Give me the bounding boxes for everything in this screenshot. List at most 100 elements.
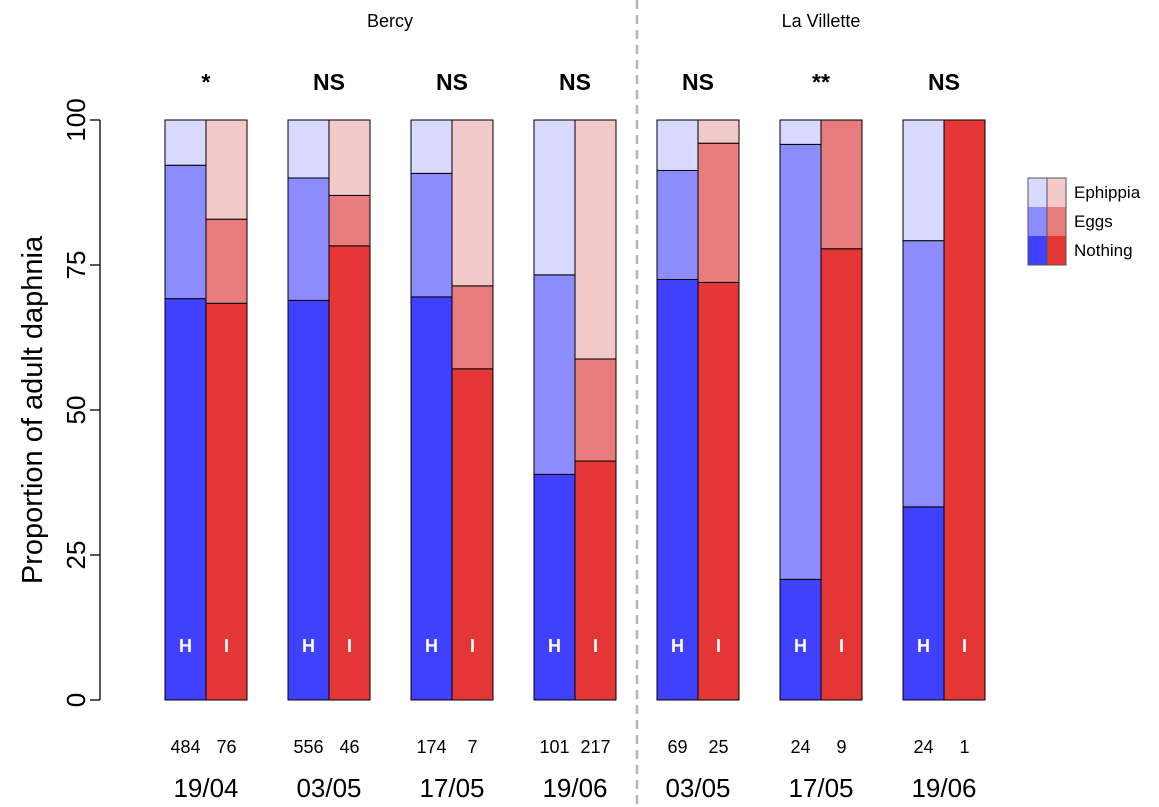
- sample-size-label: 174: [416, 737, 446, 757]
- bar-segment-ephippia: [164, 119, 207, 166]
- treatment-label: I: [224, 636, 229, 656]
- sample-size-label: 46: [339, 737, 359, 757]
- date-label: 17/05: [419, 773, 484, 803]
- sample-size-label: 1: [959, 737, 969, 757]
- y-tick-label: 100: [61, 98, 91, 141]
- y-tick-label: 50: [61, 396, 91, 425]
- bar-segment-nothing: [287, 299, 330, 701]
- bar-segment-eggs: [656, 169, 699, 281]
- bar-segment-nothing: [779, 578, 822, 701]
- legend-label: Ephippia: [1074, 183, 1141, 202]
- bar-segment-eggs: [533, 274, 576, 475]
- bar-segment-ephippia: [205, 119, 248, 220]
- legend-swatch-h: [1028, 178, 1047, 207]
- bar-segment-nothing: [164, 298, 207, 701]
- bar-segment-eggs: [451, 285, 494, 370]
- legend-swatch-h: [1028, 236, 1047, 265]
- y-axis-title: Proportion of adult daphnia: [17, 235, 49, 584]
- treatment-label: I: [470, 636, 475, 656]
- bar-segment-nothing: [820, 248, 863, 701]
- treatment-label: H: [179, 636, 192, 656]
- significance-label: **: [812, 69, 830, 95]
- labels: Bercy La Villette * 19/04 H 484 I 76 NS 03/05 H 556…: [170, 11, 976, 803]
- bar-segment-eggs: [410, 172, 453, 298]
- treatment-label: H: [671, 636, 684, 656]
- significance-label: *: [202, 69, 211, 95]
- bar-segment-ephippia: [328, 119, 371, 196]
- treatment-label: H: [917, 636, 930, 656]
- bar-segment-ephippia: [287, 119, 330, 179]
- bar-segment-eggs: [697, 142, 740, 283]
- bar-segment-nothing: [697, 281, 740, 701]
- site-label: La Villette: [782, 11, 861, 31]
- bar-segment-nothing: [943, 119, 986, 701]
- bar-segment-ephippia: [410, 119, 453, 174]
- sample-size-label: 25: [708, 737, 728, 757]
- y-tick-label: 0: [61, 693, 91, 707]
- treatment-label: I: [593, 636, 598, 656]
- significance-label: NS: [436, 69, 468, 95]
- bar-segment-ephippia: [574, 119, 617, 360]
- date-label: 03/05: [665, 773, 730, 803]
- sample-size-label: 7: [467, 737, 477, 757]
- treatment-label: I: [839, 636, 844, 656]
- legend-swatch-h: [1028, 207, 1047, 236]
- significance-label: NS: [682, 69, 714, 95]
- bar-segment-ephippia: [779, 119, 822, 145]
- treatment-label: I: [716, 636, 721, 656]
- legend-swatch-i: [1047, 207, 1066, 236]
- sample-size-label: 76: [216, 737, 236, 757]
- date-label: 19/06: [911, 773, 976, 803]
- bar-segment-eggs: [902, 240, 945, 508]
- sample-size-label: 217: [580, 737, 610, 757]
- bar-segment-nothing: [902, 506, 945, 701]
- site-label: Bercy: [367, 11, 413, 31]
- bar-segment-nothing: [328, 245, 371, 701]
- treatment-label: H: [794, 636, 807, 656]
- bar-segment-nothing: [410, 296, 453, 701]
- bar-segment-nothing: [451, 368, 494, 701]
- treatment-label: H: [425, 636, 438, 656]
- bar-segment-ephippia: [902, 119, 945, 242]
- bars: [164, 119, 986, 701]
- bar-segment-nothing: [574, 460, 617, 701]
- treatment-label: H: [548, 636, 561, 656]
- treatment-label: I: [962, 636, 967, 656]
- sample-size-label: 24: [913, 737, 933, 757]
- sample-size-label: 484: [170, 737, 200, 757]
- bar-segment-eggs: [205, 218, 248, 304]
- legend-swatch-i: [1047, 178, 1066, 207]
- legend: Ephippia Eggs Nothing: [1027, 177, 1141, 266]
- bar-segment-nothing: [205, 302, 248, 701]
- bar-segment-eggs: [328, 194, 371, 247]
- legend-label: Eggs: [1074, 212, 1113, 231]
- bar-segment-ephippia: [533, 119, 576, 276]
- date-label: 19/06: [542, 773, 607, 803]
- sample-size-label: 101: [539, 737, 569, 757]
- significance-label: NS: [313, 69, 345, 95]
- sample-size-label: 556: [293, 737, 323, 757]
- bar-segment-ephippia: [451, 119, 494, 287]
- sample-size-label: 24: [790, 737, 810, 757]
- treatment-label: H: [302, 636, 315, 656]
- significance-label: NS: [559, 69, 591, 95]
- sample-size-label: 9: [836, 737, 846, 757]
- date-label: 17/05: [788, 773, 853, 803]
- bar-segment-eggs: [820, 119, 863, 250]
- legend-label: Nothing: [1074, 241, 1133, 260]
- treatment-label: I: [347, 636, 352, 656]
- bar-segment-eggs: [779, 143, 822, 580]
- legend-swatch-i: [1047, 236, 1066, 265]
- sample-size-label: 69: [667, 737, 687, 757]
- date-label: 19/04: [173, 773, 238, 803]
- bar-segment-nothing: [533, 473, 576, 701]
- y-axis: 0 25 50 75 100 Proportion of adult daphnia: [17, 0, 639, 807]
- bar-segment-nothing: [656, 279, 699, 701]
- y-tick-label: 25: [61, 541, 91, 570]
- bar-segment-eggs: [574, 358, 617, 462]
- y-tick-label: 75: [61, 251, 91, 280]
- bar-segment-eggs: [287, 177, 330, 301]
- bar-segment-ephippia: [697, 119, 740, 144]
- bar-segment-ephippia: [656, 119, 699, 171]
